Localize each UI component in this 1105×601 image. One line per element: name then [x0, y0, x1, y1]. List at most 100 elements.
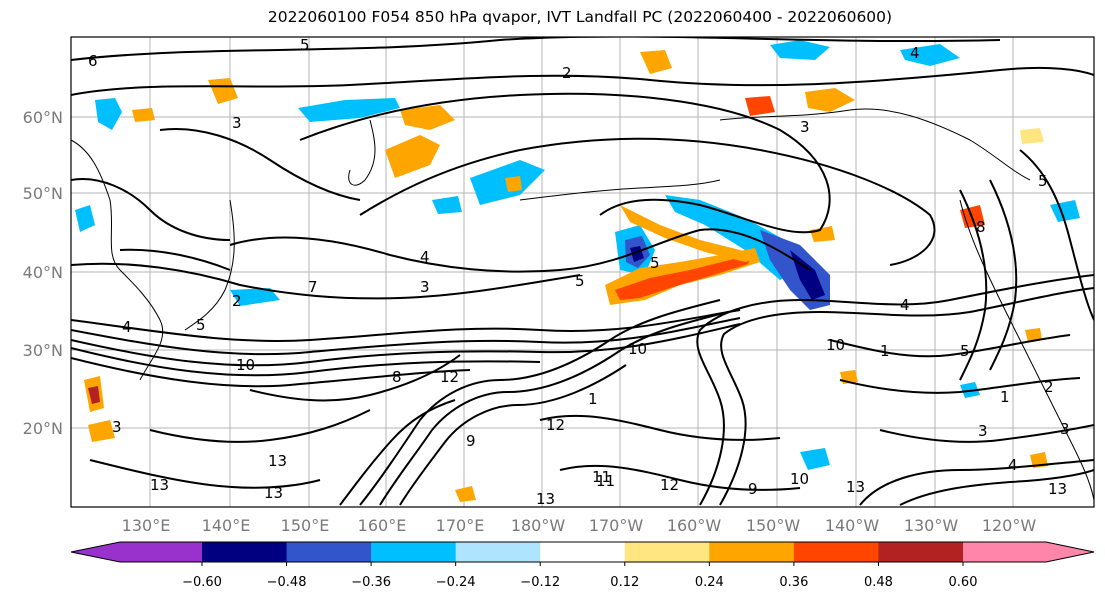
- contour-label: 10: [236, 356, 255, 374]
- contour-line: [559, 464, 801, 491]
- shading-negative-patch: [770, 40, 830, 60]
- longitude-tick-label: 160°E: [358, 516, 407, 535]
- contour-lines: [71, 37, 1094, 506]
- contour-label: 3: [420, 278, 430, 296]
- longitude-tick-label: 150°E: [281, 516, 330, 535]
- colorbar-label: −0.24: [436, 575, 476, 590]
- colorbar-label: −0.12: [520, 575, 560, 590]
- contour-line: [159, 128, 361, 201]
- colorbar: [70, 541, 1095, 563]
- contour-line: [1019, 149, 1094, 321]
- colorbar-label: −0.36: [351, 575, 391, 590]
- contour-label: 9: [748, 480, 758, 498]
- shading-positive-patch: [455, 486, 476, 502]
- contour-label: 13: [1048, 480, 1067, 498]
- contour-label: 8: [392, 368, 402, 386]
- coastline-north-america: [959, 199, 1094, 501]
- colorbar-segment: [202, 542, 288, 562]
- contour-label: 2: [562, 64, 572, 82]
- contour-label: 4: [420, 248, 430, 266]
- shading-negative-patch: [1050, 200, 1080, 222]
- longitude-tick-label: 170°W: [589, 516, 644, 535]
- contour-label: 10: [790, 470, 809, 488]
- contour-label: 7: [308, 278, 318, 296]
- contour-line: [719, 287, 1094, 506]
- shading-positive-patch: [805, 88, 855, 112]
- contour-line: [71, 262, 581, 300]
- colorbar-segment: [624, 542, 710, 562]
- contour-label: 5: [960, 342, 970, 360]
- contour-label: 2: [1044, 378, 1054, 396]
- contour-label: 4: [900, 296, 910, 314]
- contour-label: 5: [575, 272, 585, 290]
- coastline-asia: [71, 139, 164, 381]
- contour-line: [71, 37, 1001, 61]
- shading-positive-patch: [615, 254, 752, 300]
- contour-label: 3: [800, 118, 810, 136]
- contour-label: 3: [978, 422, 988, 440]
- latitude-tick-label: 50°N: [23, 184, 63, 203]
- contour-line: [229, 228, 811, 273]
- contour-labels: 6 5 4 3 2 7 8 9 10 11 12 13 5 4 3 5 10 1…: [88, 36, 1070, 508]
- map-title: 2022060100 F054 850 hPa qvapor, IVT Land…: [267, 8, 893, 26]
- shading-positive-patch: [385, 135, 440, 178]
- contour-label: 11: [592, 468, 611, 486]
- shaded-anomaly-patches: [75, 40, 1080, 502]
- contour-label: 13: [150, 476, 169, 494]
- colorbar-segment: [455, 542, 541, 562]
- contour-line: [859, 459, 1094, 506]
- contour-label: 3: [232, 114, 242, 132]
- latitude-tick-label: 30°N: [23, 341, 63, 360]
- contour-label: 10: [826, 336, 845, 354]
- shading-positive-patch: [88, 386, 100, 404]
- contour-label: 6: [88, 52, 98, 70]
- contour-label: 3: [112, 418, 122, 436]
- contour-line: [71, 317, 741, 356]
- shading-positive-patch: [88, 420, 115, 442]
- colorbar-label: 0.12: [610, 575, 639, 590]
- contour-line: [71, 178, 231, 241]
- shading-positive-patch: [1020, 128, 1044, 144]
- contour-label: 12: [546, 416, 565, 434]
- contour-label: 8: [976, 218, 986, 236]
- shading-negative-patch: [800, 448, 830, 470]
- shading-positive-patch: [1025, 328, 1042, 342]
- longitude-tick-label: 180°W: [511, 516, 566, 535]
- latitude-tick-label: 40°N: [23, 263, 63, 282]
- shading-positive-patch: [208, 78, 238, 104]
- colorbar-label: 0.36: [779, 575, 808, 590]
- latitude-tick-label: 60°N: [23, 108, 63, 127]
- shading-positive-patch: [620, 205, 760, 262]
- shading-positive-patch: [745, 96, 775, 116]
- contour-line: [89, 459, 321, 489]
- colorbar-segment: [709, 542, 795, 562]
- contour-label: 5: [300, 36, 310, 54]
- longitude-tick-label: 120°W: [982, 516, 1037, 535]
- contour-line: [71, 357, 471, 388]
- contour-line: [71, 66, 1094, 96]
- colorbar-segment: [286, 542, 372, 562]
- contour-label: 13: [268, 452, 287, 470]
- contour-line: [339, 399, 456, 506]
- contour-label: 13: [536, 490, 555, 508]
- colorbar-label: 0.60: [949, 575, 978, 590]
- contour-line: [71, 323, 741, 367]
- gridlines: [71, 37, 1094, 507]
- contour-line: [379, 311, 729, 506]
- shading-negative-patch: [298, 98, 400, 122]
- colorbar-label: −0.60: [182, 575, 222, 590]
- contour-line: [249, 354, 461, 402]
- contour-label: 5: [196, 316, 206, 334]
- contour-line: [359, 137, 936, 266]
- contour-line: [696, 274, 1094, 506]
- shading-positive-patch: [505, 176, 522, 192]
- contour-label: 5: [1038, 172, 1048, 190]
- contour-label: 5: [650, 254, 660, 272]
- longitude-tick-label: 130°W: [904, 516, 959, 535]
- contour-label: 4: [1008, 456, 1018, 474]
- longitude-tick-label: 140°E: [202, 516, 251, 535]
- contour-line: [71, 309, 741, 342]
- contour-line: [149, 409, 371, 443]
- contour-line: [399, 364, 627, 506]
